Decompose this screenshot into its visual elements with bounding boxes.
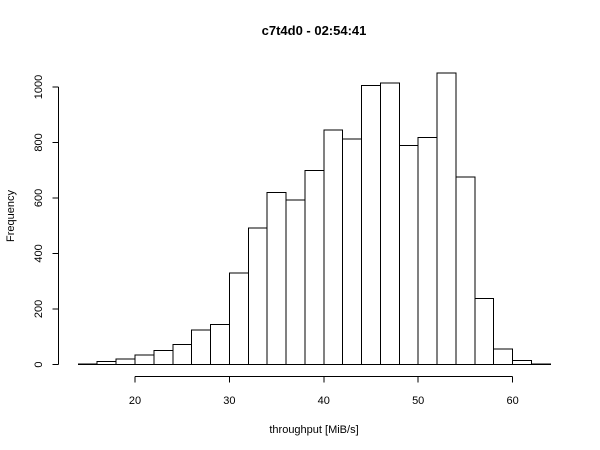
- histogram-bar: [304, 169, 325, 365]
- y-axis: 0 200 400 600 800 1000: [33, 75, 59, 368]
- histogram-bar: [266, 191, 287, 365]
- histogram-bar: [77, 363, 98, 366]
- bars-group: [77, 72, 551, 366]
- histogram-bar: [285, 199, 306, 365]
- histogram-bar: [134, 354, 155, 366]
- histogram-bar: [436, 72, 457, 366]
- x-tick-label: 50: [412, 395, 424, 407]
- histogram-bar: [379, 82, 400, 365]
- y-tick-label: 200: [33, 300, 45, 318]
- histogram-bar: [247, 227, 268, 365]
- histogram-bar: [417, 137, 438, 365]
- histogram-bar: [153, 350, 174, 366]
- x-tick-label: 20: [129, 395, 141, 407]
- x-tick-label: 30: [223, 395, 235, 407]
- histogram-bar: [115, 358, 136, 366]
- chart-title: c7t4d0 - 02:54:41: [262, 23, 367, 38]
- y-tick-label: 800: [33, 133, 45, 151]
- histogram-bar: [210, 323, 230, 366]
- histogram-bar: [493, 348, 514, 365]
- histogram-bar: [228, 272, 249, 365]
- histogram-bar: [342, 138, 363, 365]
- histogram-bar: [191, 329, 212, 365]
- y-tick-label: 400: [33, 244, 45, 262]
- histogram-bar: [96, 361, 117, 366]
- histogram-bar: [474, 297, 495, 366]
- y-tick-label: 1000: [33, 75, 45, 99]
- y-axis-label: Frequency: [5, 190, 17, 242]
- x-tick-label: 40: [318, 395, 330, 407]
- histogram-bar: [361, 85, 381, 366]
- x-axis: 20 30 40 50 60: [129, 376, 519, 407]
- x-axis-label: throughput [MiB/s]: [269, 424, 358, 436]
- x-tick-label: 60: [506, 395, 518, 407]
- histogram-bar: [398, 144, 419, 365]
- histogram-bar: [323, 129, 344, 365]
- histogram-bar: [530, 363, 551, 366]
- y-tick-label: 600: [33, 189, 45, 207]
- y-tick-label: 0: [33, 361, 45, 367]
- histogram-bar: [512, 359, 532, 365]
- histogram-bar: [172, 344, 193, 365]
- histogram-bar: [455, 176, 476, 365]
